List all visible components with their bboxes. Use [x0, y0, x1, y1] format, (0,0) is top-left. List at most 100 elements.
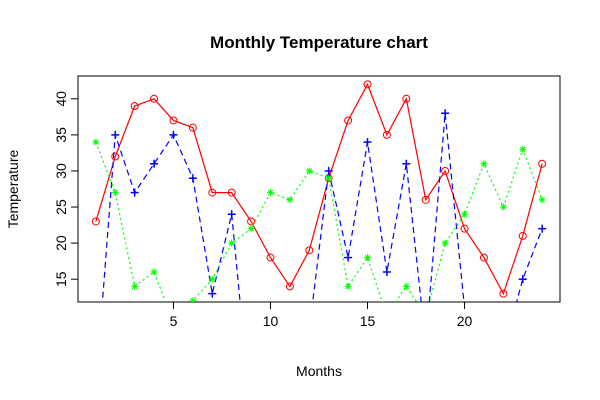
- data-point: [305, 246, 314, 255]
- data-point: [402, 282, 410, 290]
- data-point: [402, 159, 411, 168]
- marker-part: [479, 253, 488, 262]
- marker-part: [169, 116, 178, 125]
- data-point: [227, 210, 236, 219]
- marker-part: [208, 188, 217, 197]
- data-point: [285, 282, 294, 291]
- x-tick-label: 20: [457, 313, 473, 329]
- data-point: [266, 189, 274, 197]
- marker-part: [111, 152, 120, 161]
- data-point: [169, 116, 178, 125]
- data-point: [91, 217, 100, 226]
- marker-part: [306, 168, 313, 174]
- x-tick-label: 10: [263, 313, 279, 329]
- data-point: [519, 145, 527, 153]
- marker-part: [500, 204, 507, 210]
- y-axis-label: Temperature: [5, 149, 21, 228]
- marker-part: [266, 253, 275, 262]
- marker-part: [382, 130, 391, 139]
- data-point: [130, 102, 139, 111]
- data-point: [228, 239, 236, 247]
- data-point: [538, 196, 546, 204]
- data-point: [131, 282, 139, 290]
- data-point: [518, 231, 527, 240]
- marker-part: [209, 276, 216, 283]
- marker-part: [151, 269, 157, 275]
- data-point: [150, 268, 158, 276]
- marker-part: [421, 195, 430, 204]
- marker-part: [191, 298, 196, 302]
- data-point: [247, 217, 256, 226]
- data-point: [169, 130, 178, 139]
- x-axis-label: Months: [296, 363, 342, 379]
- data-point: [363, 80, 372, 89]
- marker-part: [112, 189, 119, 196]
- data-point: [227, 188, 236, 197]
- marker-part: [91, 217, 100, 226]
- data-point: [402, 94, 411, 103]
- data-point: [188, 174, 197, 183]
- data-point: [538, 224, 547, 233]
- data-point: [111, 130, 120, 139]
- marker-part: [460, 224, 469, 233]
- marker-part: [188, 123, 197, 132]
- marker-part: [441, 166, 450, 175]
- marker-part: [287, 196, 293, 203]
- data-point: [460, 224, 469, 233]
- chart-title: Monthly Temperature chart: [210, 33, 428, 52]
- y-tick-label: 35: [53, 127, 69, 143]
- y-tick-label: 30: [53, 163, 69, 179]
- marker-part: [131, 283, 138, 290]
- data-point: [364, 254, 372, 262]
- data-point: [111, 189, 119, 197]
- data-point: [441, 166, 450, 175]
- marker-part: [402, 94, 411, 103]
- data-point: [518, 275, 527, 284]
- marker-part: [442, 240, 448, 246]
- marker-part: [538, 159, 547, 168]
- marker-part: [227, 188, 236, 197]
- marker-part: [518, 231, 527, 240]
- marker-part: [363, 80, 372, 89]
- data-point: [499, 203, 507, 211]
- marker-part: [481, 160, 487, 167]
- data-point: [441, 109, 450, 118]
- marker-part: [364, 254, 371, 261]
- data-point: [479, 253, 488, 262]
- data-point: [382, 130, 391, 139]
- data-point: [344, 282, 352, 290]
- data-point: [150, 159, 159, 168]
- plot-area: [91, 80, 547, 302]
- series-line: [95, 82, 543, 296]
- marker-part: [403, 283, 410, 290]
- y-tick-label: 20: [53, 235, 69, 251]
- data-point: [266, 253, 275, 262]
- marker-part: [285, 282, 294, 291]
- x-tick-label: 5: [170, 313, 178, 329]
- data-point: [208, 289, 217, 298]
- marker-part: [130, 102, 139, 111]
- data-point: [208, 275, 216, 283]
- marker-part: [499, 289, 508, 298]
- data-point: [150, 94, 159, 103]
- marker-part: [247, 217, 256, 226]
- data-point: [441, 239, 449, 247]
- marker-part: [150, 94, 159, 103]
- data-point: [499, 289, 508, 298]
- data-point: [421, 195, 430, 204]
- data-point: [344, 116, 353, 125]
- data-point: [382, 267, 391, 276]
- plot-box: [77, 75, 561, 303]
- data-point: [286, 196, 294, 204]
- marker-part: [305, 246, 314, 255]
- marker-part: [325, 175, 332, 182]
- data-point: [344, 253, 353, 262]
- data-point: [461, 210, 469, 218]
- data-point: [111, 152, 120, 161]
- marker-part: [248, 225, 254, 232]
- marker-part: [267, 189, 274, 196]
- y-tick-label: 25: [53, 199, 69, 215]
- y-tick-label: 40: [53, 91, 69, 107]
